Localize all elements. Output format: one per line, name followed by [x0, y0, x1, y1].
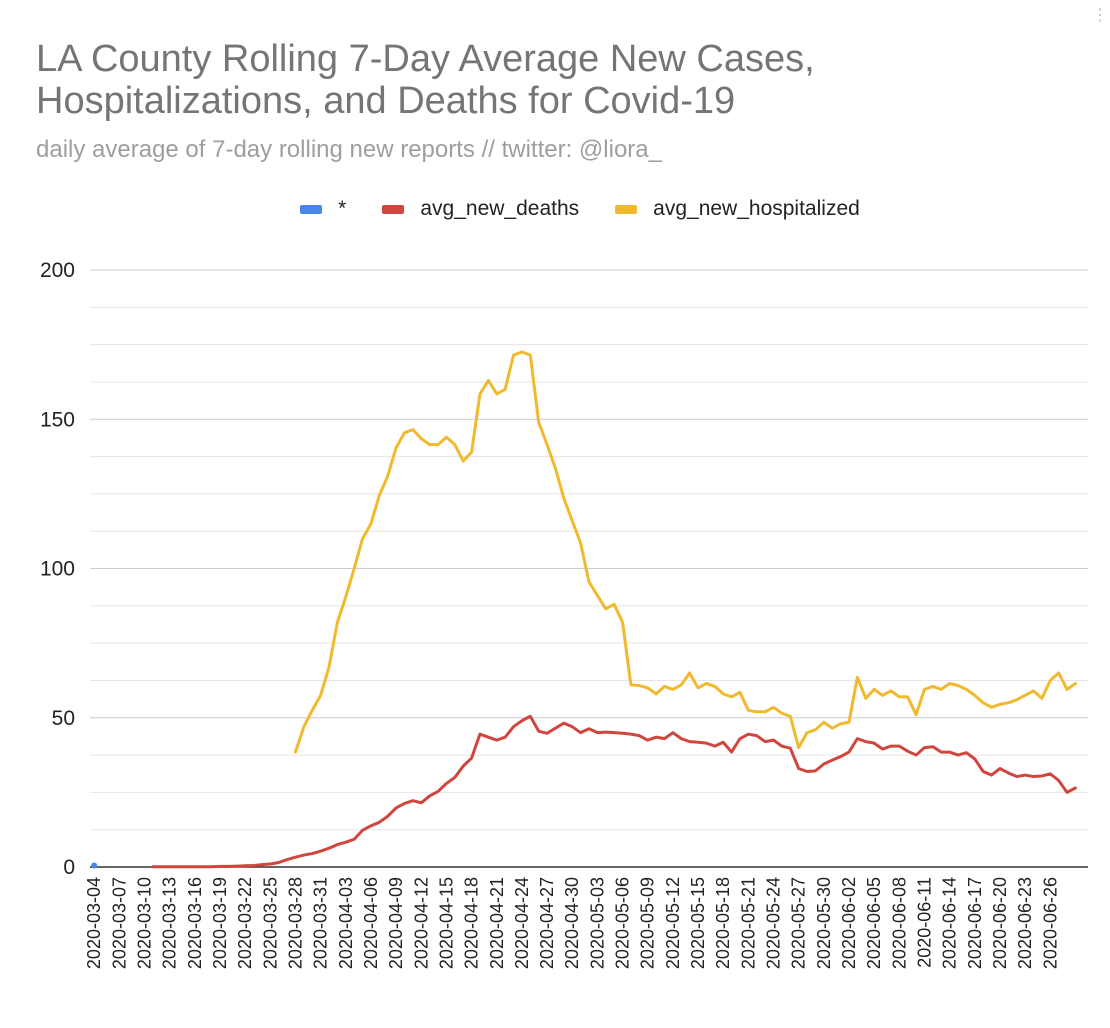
x-tick-label: 2020-04-09 [386, 877, 406, 969]
x-axis-ticks: 2020-03-04 2020-03-07 2020-03-10 2020-03-13… [84, 877, 1060, 969]
series-line-avg-new-hospitalized [293, 350, 1077, 754]
x-tick-label: 2020-03-22 [235, 877, 255, 969]
x-tick-label: 2020-05-24 [764, 877, 784, 969]
x-tick-label: 2020-03-10 [135, 877, 155, 969]
legend-swatch-avg-new-hospitalized [615, 204, 638, 214]
x-tick-label: 2020-05-06 [613, 877, 633, 969]
x-tick-label: 2020-05-15 [688, 877, 708, 969]
more-vert-icon[interactable]: ⋮ [1092, 7, 1108, 24]
legend-item-star[interactable]: * [300, 197, 346, 221]
x-tick-label: 2020-03-19 [210, 877, 230, 969]
x-tick-label: 2020-04-12 [411, 877, 431, 969]
x-tick-label: 2020-06-26 [1040, 877, 1060, 969]
x-tick-label: 2020-03-16 [185, 877, 205, 969]
x-tick-label: 2020-04-18 [462, 877, 482, 969]
x-tick-label: 2020-04-03 [336, 877, 356, 969]
legend-label-avg-new-hospitalized: avg_new_hospitalized [653, 197, 860, 220]
legend-label-avg-new-deaths: avg_new_deaths [420, 197, 580, 220]
x-tick-label: 2020-03-28 [285, 877, 305, 969]
y-tick-label: 200 [40, 259, 75, 282]
x-tick-label: 2020-05-12 [663, 877, 683, 969]
x-tick-label: 2020-04-15 [436, 877, 456, 969]
x-tick-label: 2020-06-23 [1015, 877, 1035, 969]
y-tick-label: 50 [52, 707, 75, 730]
x-tick-label: 2020-04-30 [562, 877, 582, 969]
series-point-star [91, 862, 98, 869]
x-tick-label: 2020-03-25 [260, 877, 280, 969]
x-tick-label: 2020-06-02 [839, 877, 859, 969]
x-tick-label: 2020-06-11 [914, 877, 934, 968]
x-tick-label: 2020-05-21 [738, 877, 758, 969]
x-tick-label: 2020-04-27 [537, 877, 557, 969]
x-tick-label: 2020-06-20 [990, 877, 1010, 969]
x-tick-label: 2020-05-30 [814, 877, 834, 969]
x-tick-label: 2020-03-04 [84, 877, 104, 969]
y-tick-label: 0 [63, 856, 75, 879]
x-tick-label: 2020-05-09 [638, 877, 658, 969]
x-tick-label: 2020-04-24 [512, 877, 532, 969]
x-tick-label: 2020-06-17 [965, 877, 985, 969]
chart-title: LA County Rolling 7-Day Average New Case… [36, 38, 815, 122]
legend-item-avg-new-hospitalized[interactable]: avg_new_hospitalized [615, 197, 860, 221]
x-tick-label: 2020-05-18 [713, 877, 733, 969]
chart-subtitle: daily average of 7-day rolling new repor… [36, 136, 662, 163]
x-tick-label: 2020-03-07 [109, 877, 129, 969]
x-tick-label: 2020-03-13 [160, 877, 180, 969]
legend-item-avg-new-deaths[interactable]: avg_new_deaths [382, 197, 579, 221]
gridlines [90, 269, 1088, 868]
x-tick-label: 2020-04-21 [487, 877, 507, 969]
chart-legend: * avg_new_deaths avg_new_hospitalized [0, 197, 1110, 221]
series-line-avg-new-deaths [151, 714, 1077, 869]
x-tick-label: 2020-06-05 [864, 877, 884, 969]
x-tick-label: 2020-03-31 [311, 877, 331, 969]
x-tick-label: 2020-05-27 [789, 877, 809, 969]
x-tick-label: 2020-06-08 [889, 877, 909, 969]
y-axis-ticks: 0 50 100 150 200 [40, 259, 75, 879]
legend-label-star: * [338, 197, 347, 220]
legend-swatch-avg-new-deaths [382, 204, 405, 214]
y-tick-label: 100 [40, 558, 75, 581]
legend-swatch-star [300, 204, 323, 214]
x-tick-label: 2020-04-06 [361, 877, 381, 969]
y-tick-label: 150 [40, 408, 75, 431]
x-tick-label: 2020-05-03 [587, 877, 607, 969]
series-lines [91, 350, 1077, 869]
x-tick-label: 2020-06-14 [940, 877, 960, 969]
